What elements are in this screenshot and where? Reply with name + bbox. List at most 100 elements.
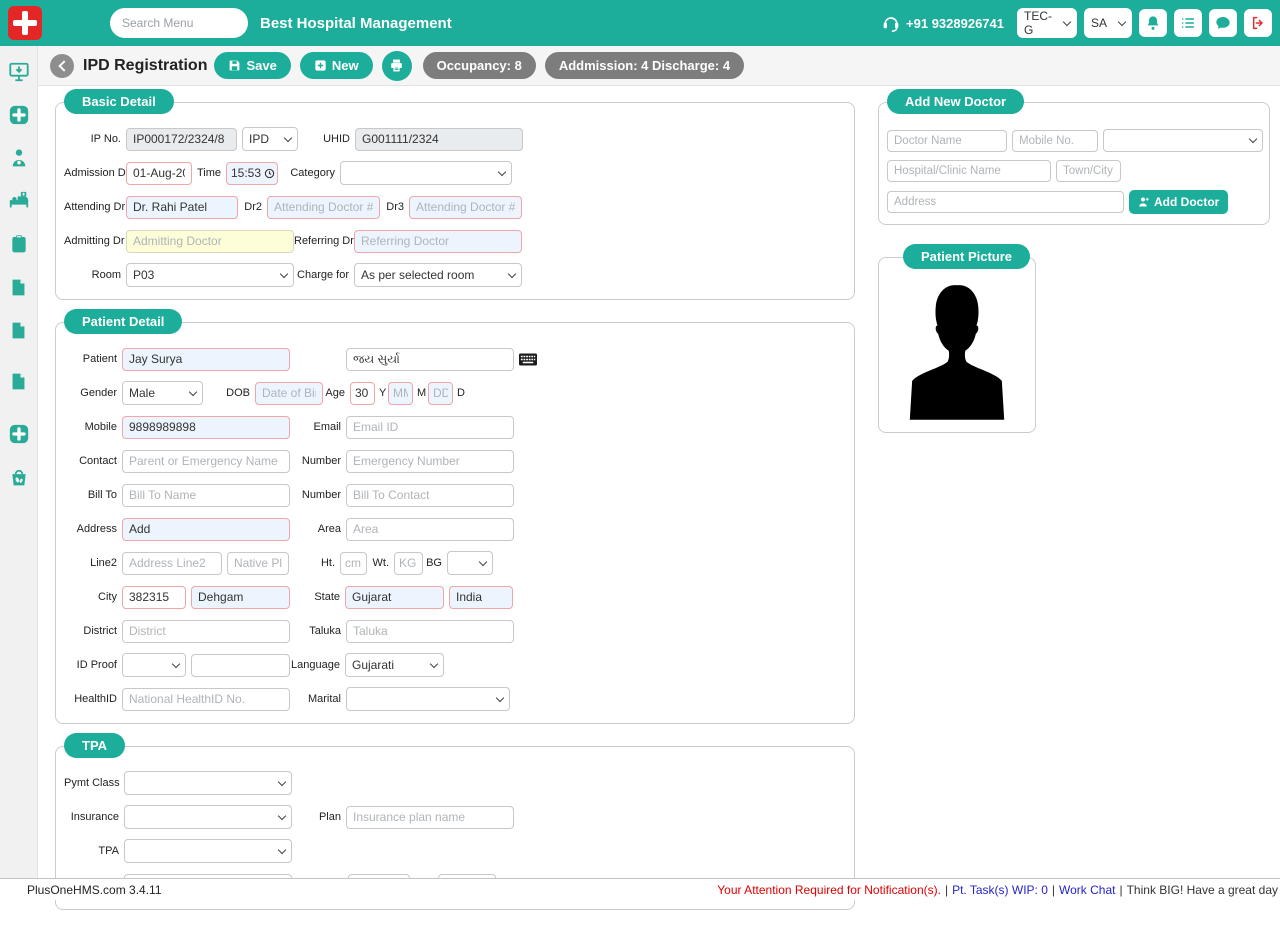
pymt-class-label: Pymt Class xyxy=(64,777,124,789)
insurance-plan-input[interactable] xyxy=(346,806,514,829)
keyboard-icon[interactable] xyxy=(519,353,537,366)
uhid-input[interactable] xyxy=(355,128,523,151)
patient-picture-panel: Patient Picture xyxy=(878,257,1036,433)
sidebar-item-clinic[interactable] xyxy=(7,422,31,446)
bill-to-contact-input[interactable] xyxy=(346,484,514,507)
referring-dr-input[interactable] xyxy=(354,230,522,253)
save-button[interactable]: Save xyxy=(214,52,290,79)
dob-input[interactable] xyxy=(255,382,323,405)
city-input[interactable] xyxy=(191,586,290,609)
add-doctor-button[interactable]: Add Doctor xyxy=(1129,190,1228,214)
patient-type-select[interactable]: IPD xyxy=(242,127,298,151)
blood-group-select[interactable] xyxy=(447,551,493,575)
patient-name-input[interactable] xyxy=(122,348,290,371)
notifications-button[interactable] xyxy=(1139,9,1167,37)
sidebar-item-report-3[interactable] xyxy=(7,369,31,393)
attending-dr2-input[interactable] xyxy=(267,196,380,219)
attending-dr-input[interactable] xyxy=(126,196,238,219)
chevron-down-icon xyxy=(284,133,292,141)
insurance-select[interactable] xyxy=(124,805,292,829)
location-select[interactable]: TEC-G xyxy=(1017,8,1077,38)
taluka-label: Taluka xyxy=(290,625,346,637)
emergency-contact-input[interactable] xyxy=(122,450,290,473)
printer-icon xyxy=(389,58,404,73)
email-input[interactable] xyxy=(346,416,514,439)
chat-button[interactable] xyxy=(1209,9,1237,37)
bill-to-label: Bill To xyxy=(64,489,122,501)
taluka-input[interactable] xyxy=(346,620,514,643)
attending-dr3-input[interactable] xyxy=(409,196,522,219)
age-months-input[interactable] xyxy=(388,382,413,405)
district-input[interactable] xyxy=(122,620,290,643)
marital-label: Marital xyxy=(290,693,346,705)
dr3-label: Dr3 xyxy=(380,201,409,213)
notification-alert-text[interactable]: Your Attention Required for Notification… xyxy=(717,883,941,897)
sidebar-item-ipd-bed[interactable] xyxy=(7,189,31,213)
age-years-input[interactable] xyxy=(350,382,375,405)
gender-label: Gender xyxy=(64,387,122,399)
address-line2-input[interactable] xyxy=(122,552,222,575)
print-button[interactable] xyxy=(382,51,412,81)
emergency-number-input[interactable] xyxy=(346,450,514,473)
new-button[interactable]: New xyxy=(300,52,373,79)
new-doctor-name-input[interactable] xyxy=(887,130,1007,152)
version-text: PlusOneHMS.com 3.4.11 xyxy=(0,883,162,897)
admission-time-input[interactable]: 15:53 xyxy=(226,162,278,185)
chevron-down-icon xyxy=(479,557,487,565)
sidebar-item-clipboard[interactable] xyxy=(7,232,31,256)
category-select[interactable] xyxy=(340,161,512,185)
ip-no-input[interactable] xyxy=(126,128,237,151)
new-doctor-hospital-input[interactable] xyxy=(887,160,1051,182)
admitting-dr-input[interactable] xyxy=(126,230,294,253)
sidebar-item-report-1[interactable] xyxy=(7,275,31,299)
patient-name-regional-input[interactable] xyxy=(346,348,514,371)
sidebar-item-doctor[interactable] xyxy=(7,146,31,170)
chevron-down-icon xyxy=(280,269,288,277)
task-list-button[interactable] xyxy=(1174,9,1202,37)
gender-select[interactable]: Male xyxy=(122,381,203,405)
healthid-label: HealthID xyxy=(64,693,122,705)
room-label: Room xyxy=(64,269,126,281)
sidebar-item-report-2[interactable] xyxy=(7,318,31,342)
age-months-unit: M xyxy=(413,387,428,399)
bill-to-name-input[interactable] xyxy=(122,484,290,507)
back-button[interactable] xyxy=(50,54,74,78)
age-days-unit: D xyxy=(453,387,466,399)
charge-for-select[interactable]: As per selected room xyxy=(354,263,522,287)
sidebar-item-dashboard[interactable] xyxy=(7,60,31,84)
tpa-select[interactable] xyxy=(124,839,292,863)
area-input[interactable] xyxy=(346,518,514,541)
search-input[interactable] xyxy=(110,8,248,38)
country-input[interactable] xyxy=(449,586,513,609)
weight-input[interactable] xyxy=(394,552,423,575)
admission-dt-label: Admission Dt xyxy=(64,167,126,179)
patient-tasks-link[interactable]: Pt. Task(s) WIP: 0 xyxy=(952,883,1048,897)
height-input[interactable] xyxy=(340,552,367,575)
native-place-input[interactable] xyxy=(227,552,289,575)
logout-button[interactable] xyxy=(1244,9,1272,37)
user-select[interactable]: SA xyxy=(1084,8,1132,38)
healthid-input[interactable] xyxy=(122,688,290,711)
new-doctor-address-input[interactable] xyxy=(887,191,1124,213)
pymt-class-select[interactable] xyxy=(124,771,292,795)
chevron-left-icon xyxy=(58,60,69,71)
pincode-input[interactable] xyxy=(122,586,186,609)
new-doctor-town-input[interactable] xyxy=(1056,160,1121,182)
age-days-input[interactable] xyxy=(428,382,453,405)
room-select[interactable]: P03 xyxy=(126,263,294,287)
work-chat-link[interactable]: Work Chat xyxy=(1059,883,1115,897)
new-doctor-mobile-input[interactable] xyxy=(1012,130,1098,152)
id-proof-number-input[interactable] xyxy=(191,654,290,677)
id-proof-select[interactable] xyxy=(122,653,186,677)
state-input[interactable] xyxy=(345,586,444,609)
marital-select[interactable] xyxy=(346,687,510,711)
mobile-input[interactable] xyxy=(122,416,290,439)
sidebar-item-hospital[interactable] xyxy=(7,103,31,127)
admission-date-input[interactable] xyxy=(126,162,192,185)
basic-detail-title: Basic Detail xyxy=(64,89,174,114)
new-doctor-specialty-select[interactable] xyxy=(1103,129,1263,152)
address-input[interactable] xyxy=(122,518,290,541)
patient-photo[interactable] xyxy=(887,278,1027,420)
language-select[interactable]: Gujarati xyxy=(345,653,444,677)
sidebar-item-pharmacy[interactable] xyxy=(7,465,31,489)
